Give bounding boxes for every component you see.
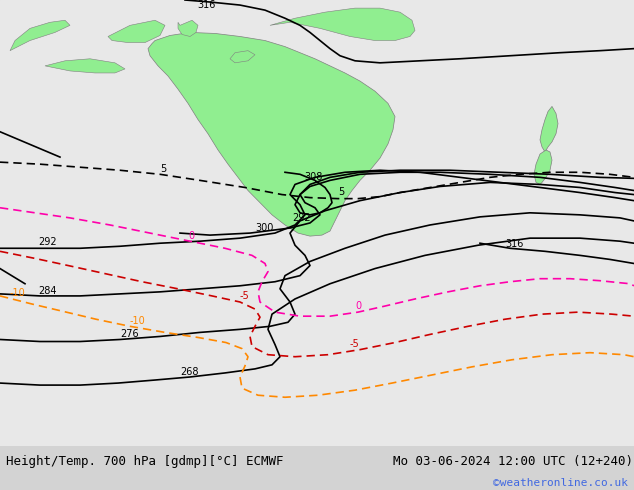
- Polygon shape: [540, 106, 558, 152]
- Text: 268: 268: [180, 367, 198, 377]
- Text: 284: 284: [38, 286, 56, 296]
- Polygon shape: [148, 32, 395, 236]
- Text: 292: 292: [292, 213, 311, 223]
- Polygon shape: [270, 8, 415, 41]
- Text: 5: 5: [338, 187, 344, 196]
- Text: 0: 0: [188, 231, 194, 241]
- Text: ©weatheronline.co.uk: ©weatheronline.co.uk: [493, 478, 628, 489]
- Text: 0: 0: [355, 301, 361, 311]
- Polygon shape: [10, 20, 70, 50]
- Text: Height/Temp. 700 hPa [gdmp][°C] ECMWF: Height/Temp. 700 hPa [gdmp][°C] ECMWF: [6, 455, 284, 468]
- Text: 308: 308: [304, 172, 322, 182]
- Polygon shape: [178, 20, 198, 36]
- Text: 292: 292: [38, 237, 56, 247]
- Text: 276: 276: [120, 329, 139, 340]
- Text: -10: -10: [10, 288, 26, 298]
- Polygon shape: [534, 150, 552, 184]
- Text: 5: 5: [160, 164, 166, 174]
- Text: -5: -5: [350, 339, 359, 348]
- Polygon shape: [230, 50, 255, 63]
- Text: Mo 03-06-2024 12:00 UTC (12+240): Mo 03-06-2024 12:00 UTC (12+240): [393, 455, 633, 468]
- Text: -5: -5: [240, 291, 250, 301]
- Text: 300: 300: [255, 223, 273, 233]
- Text: -10: -10: [130, 316, 146, 326]
- Text: 316: 316: [197, 0, 216, 10]
- Polygon shape: [45, 59, 125, 73]
- Text: 316: 316: [505, 239, 524, 249]
- Polygon shape: [108, 20, 165, 43]
